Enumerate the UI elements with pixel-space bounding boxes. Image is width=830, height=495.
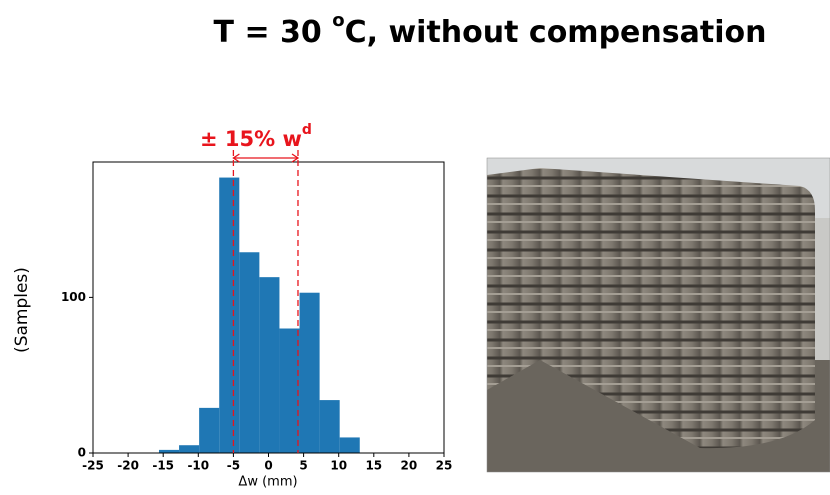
x-tick-label: -5 — [227, 459, 240, 473]
x-tick-label: -25 — [82, 459, 104, 473]
x-tick-label: 5 — [299, 459, 307, 473]
bar — [299, 292, 320, 453]
annotation-superscript: d — [302, 122, 312, 138]
photo — [486, 157, 830, 473]
x-tick-label: -20 — [117, 459, 139, 473]
x-tick-label: -10 — [187, 459, 209, 473]
y-axis-label: (Samples) — [12, 267, 32, 353]
bar — [158, 449, 180, 453]
title-part: C, without compensation — [345, 15, 767, 50]
bar — [339, 437, 360, 453]
bar — [219, 177, 240, 453]
arrow-head — [232, 153, 240, 163]
x-tick-label: 20 — [401, 459, 418, 473]
title: T = 30 oC, without compensation — [214, 10, 767, 50]
bar — [319, 400, 340, 453]
annotation: ± 15% wd — [200, 122, 312, 151]
title-superscript: o — [332, 10, 344, 31]
bar — [239, 252, 260, 453]
x-axis-label: Δw (mm) — [238, 475, 297, 490]
x-tick-label: 25 — [436, 459, 453, 473]
annotation-text: ± 15% w — [200, 127, 302, 151]
bar — [259, 277, 280, 453]
photo-wall-right — [540, 168, 815, 449]
x-tick-label: 15 — [365, 459, 382, 473]
arrow-head — [291, 153, 300, 163]
bar — [179, 445, 200, 453]
x-tick-label: 0 — [264, 459, 272, 473]
y-tick-label: 100 — [61, 290, 86, 304]
plot: -25 -20 -15 -10 -5 0 5 10 15 20 25 0 100 ± 15% wd — [61, 122, 452, 473]
x-tick-label: -15 — [152, 459, 174, 473]
photo-frame — [486, 157, 830, 473]
bar — [199, 407, 220, 453]
title-part: T = 30 — [214, 15, 333, 50]
photo-wall-left — [487, 168, 540, 390]
y-tick-label: 0 — [78, 446, 86, 460]
bar — [279, 328, 300, 453]
x-tick-label: 10 — [330, 459, 347, 473]
